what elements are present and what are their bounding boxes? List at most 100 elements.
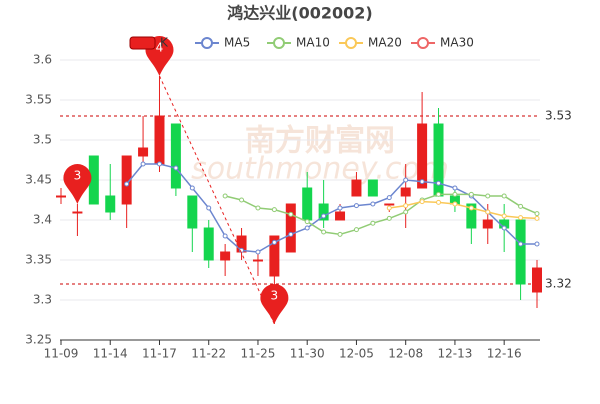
candle-body	[417, 123, 428, 189]
ma-point	[255, 249, 261, 255]
candle-body	[121, 155, 132, 205]
ma-point	[304, 225, 310, 231]
ma-point	[501, 213, 507, 219]
ma-point	[452, 191, 458, 197]
ma-point	[534, 211, 540, 217]
watermark: 南方财富网	[245, 124, 395, 159]
ma-point	[124, 181, 130, 187]
candle-body	[154, 115, 165, 165]
candle-body	[351, 179, 362, 197]
x-tick-label: 11-17	[142, 347, 177, 361]
ma-point	[304, 219, 310, 225]
pin-label: 4	[156, 41, 164, 55]
ma-point	[288, 231, 294, 237]
mark-line-label: 3.53	[545, 109, 572, 123]
x-tick-label: 11-14	[93, 347, 128, 361]
ma-point	[239, 197, 245, 203]
x-tick-label: 11-30	[290, 347, 325, 361]
ma-point	[321, 213, 327, 219]
legend-label: K	[160, 36, 169, 50]
candle-body	[515, 219, 526, 285]
candle-body	[187, 195, 198, 229]
ma-point	[485, 193, 491, 199]
ma-point	[436, 191, 442, 197]
candle-body	[400, 187, 411, 197]
ma-point	[370, 220, 376, 226]
watermark-sub: southmoney.com	[191, 152, 449, 187]
pin	[260, 284, 289, 324]
ma-point	[337, 231, 343, 237]
ma-point	[468, 205, 474, 211]
x-tick-label: 11-25	[241, 347, 276, 361]
ma-point	[321, 229, 327, 235]
ma-point	[534, 241, 540, 247]
chart-title: 鸿达兴业(002002)	[227, 4, 372, 23]
ma-point	[353, 203, 359, 209]
ma-point	[271, 207, 277, 213]
candle-body	[318, 203, 329, 221]
candle-body	[466, 203, 477, 229]
candle-body	[105, 195, 116, 213]
ma-point	[271, 239, 277, 245]
y-tick-label: 3.25	[25, 333, 52, 347]
legend-label: MA10	[296, 36, 330, 50]
legend-swatch	[417, 37, 429, 49]
ma-point	[386, 195, 392, 201]
candle-body	[56, 195, 66, 198]
candle-body	[252, 259, 263, 262]
x-tick-label: 11-09	[44, 347, 79, 361]
ma-point	[222, 193, 228, 199]
ma-point	[206, 205, 212, 211]
candle-body	[384, 203, 395, 206]
legend-swatch	[273, 37, 285, 49]
candle-body	[367, 179, 378, 197]
ma-point	[501, 225, 507, 231]
candle-body	[335, 211, 346, 221]
legend-label: MA30	[440, 36, 474, 50]
legend-label: MA5	[224, 36, 250, 50]
y-tick-label: 3.4	[33, 213, 52, 227]
x-tick-label: 12-13	[437, 347, 472, 361]
candle-body	[170, 123, 181, 189]
ma-point	[485, 209, 491, 215]
ma-point	[337, 205, 343, 211]
x-tick-label: 12-16	[487, 347, 522, 361]
ma-point	[436, 180, 442, 186]
ma-point	[173, 165, 179, 171]
x-tick-label: 11-22	[191, 347, 226, 361]
candle-body	[302, 187, 313, 221]
ma-point	[518, 203, 524, 209]
ma-point	[501, 193, 507, 199]
ma-point	[452, 185, 458, 191]
candle-body	[482, 219, 493, 229]
y-tick-label: 3.45	[25, 173, 52, 187]
candle-body	[203, 227, 214, 261]
candle-body	[72, 211, 83, 214]
legend-swatch	[345, 37, 357, 49]
ma-point	[386, 215, 392, 221]
ma-point	[222, 233, 228, 239]
mark-line-label: 3.32	[545, 277, 572, 291]
ma-point	[140, 161, 146, 167]
ma-point	[288, 211, 294, 217]
ma-point	[370, 201, 376, 207]
pin	[63, 164, 92, 204]
pin-label: 3	[74, 169, 82, 183]
ma-point	[436, 199, 442, 205]
ma-line	[389, 200, 538, 220]
ma-point	[419, 199, 425, 205]
candle-body	[138, 147, 149, 157]
legend-swatch	[129, 36, 156, 50]
ma-point	[353, 227, 359, 233]
candle-body	[220, 251, 231, 261]
ma-point	[403, 177, 409, 183]
ma-point	[189, 185, 195, 191]
pin-label: 3	[271, 289, 279, 303]
x-tick-label: 12-05	[339, 347, 374, 361]
ma-point	[534, 215, 540, 221]
ma-point	[403, 203, 409, 209]
candle-body	[285, 203, 296, 253]
ma-point	[518, 241, 524, 247]
ma-point	[386, 205, 392, 211]
